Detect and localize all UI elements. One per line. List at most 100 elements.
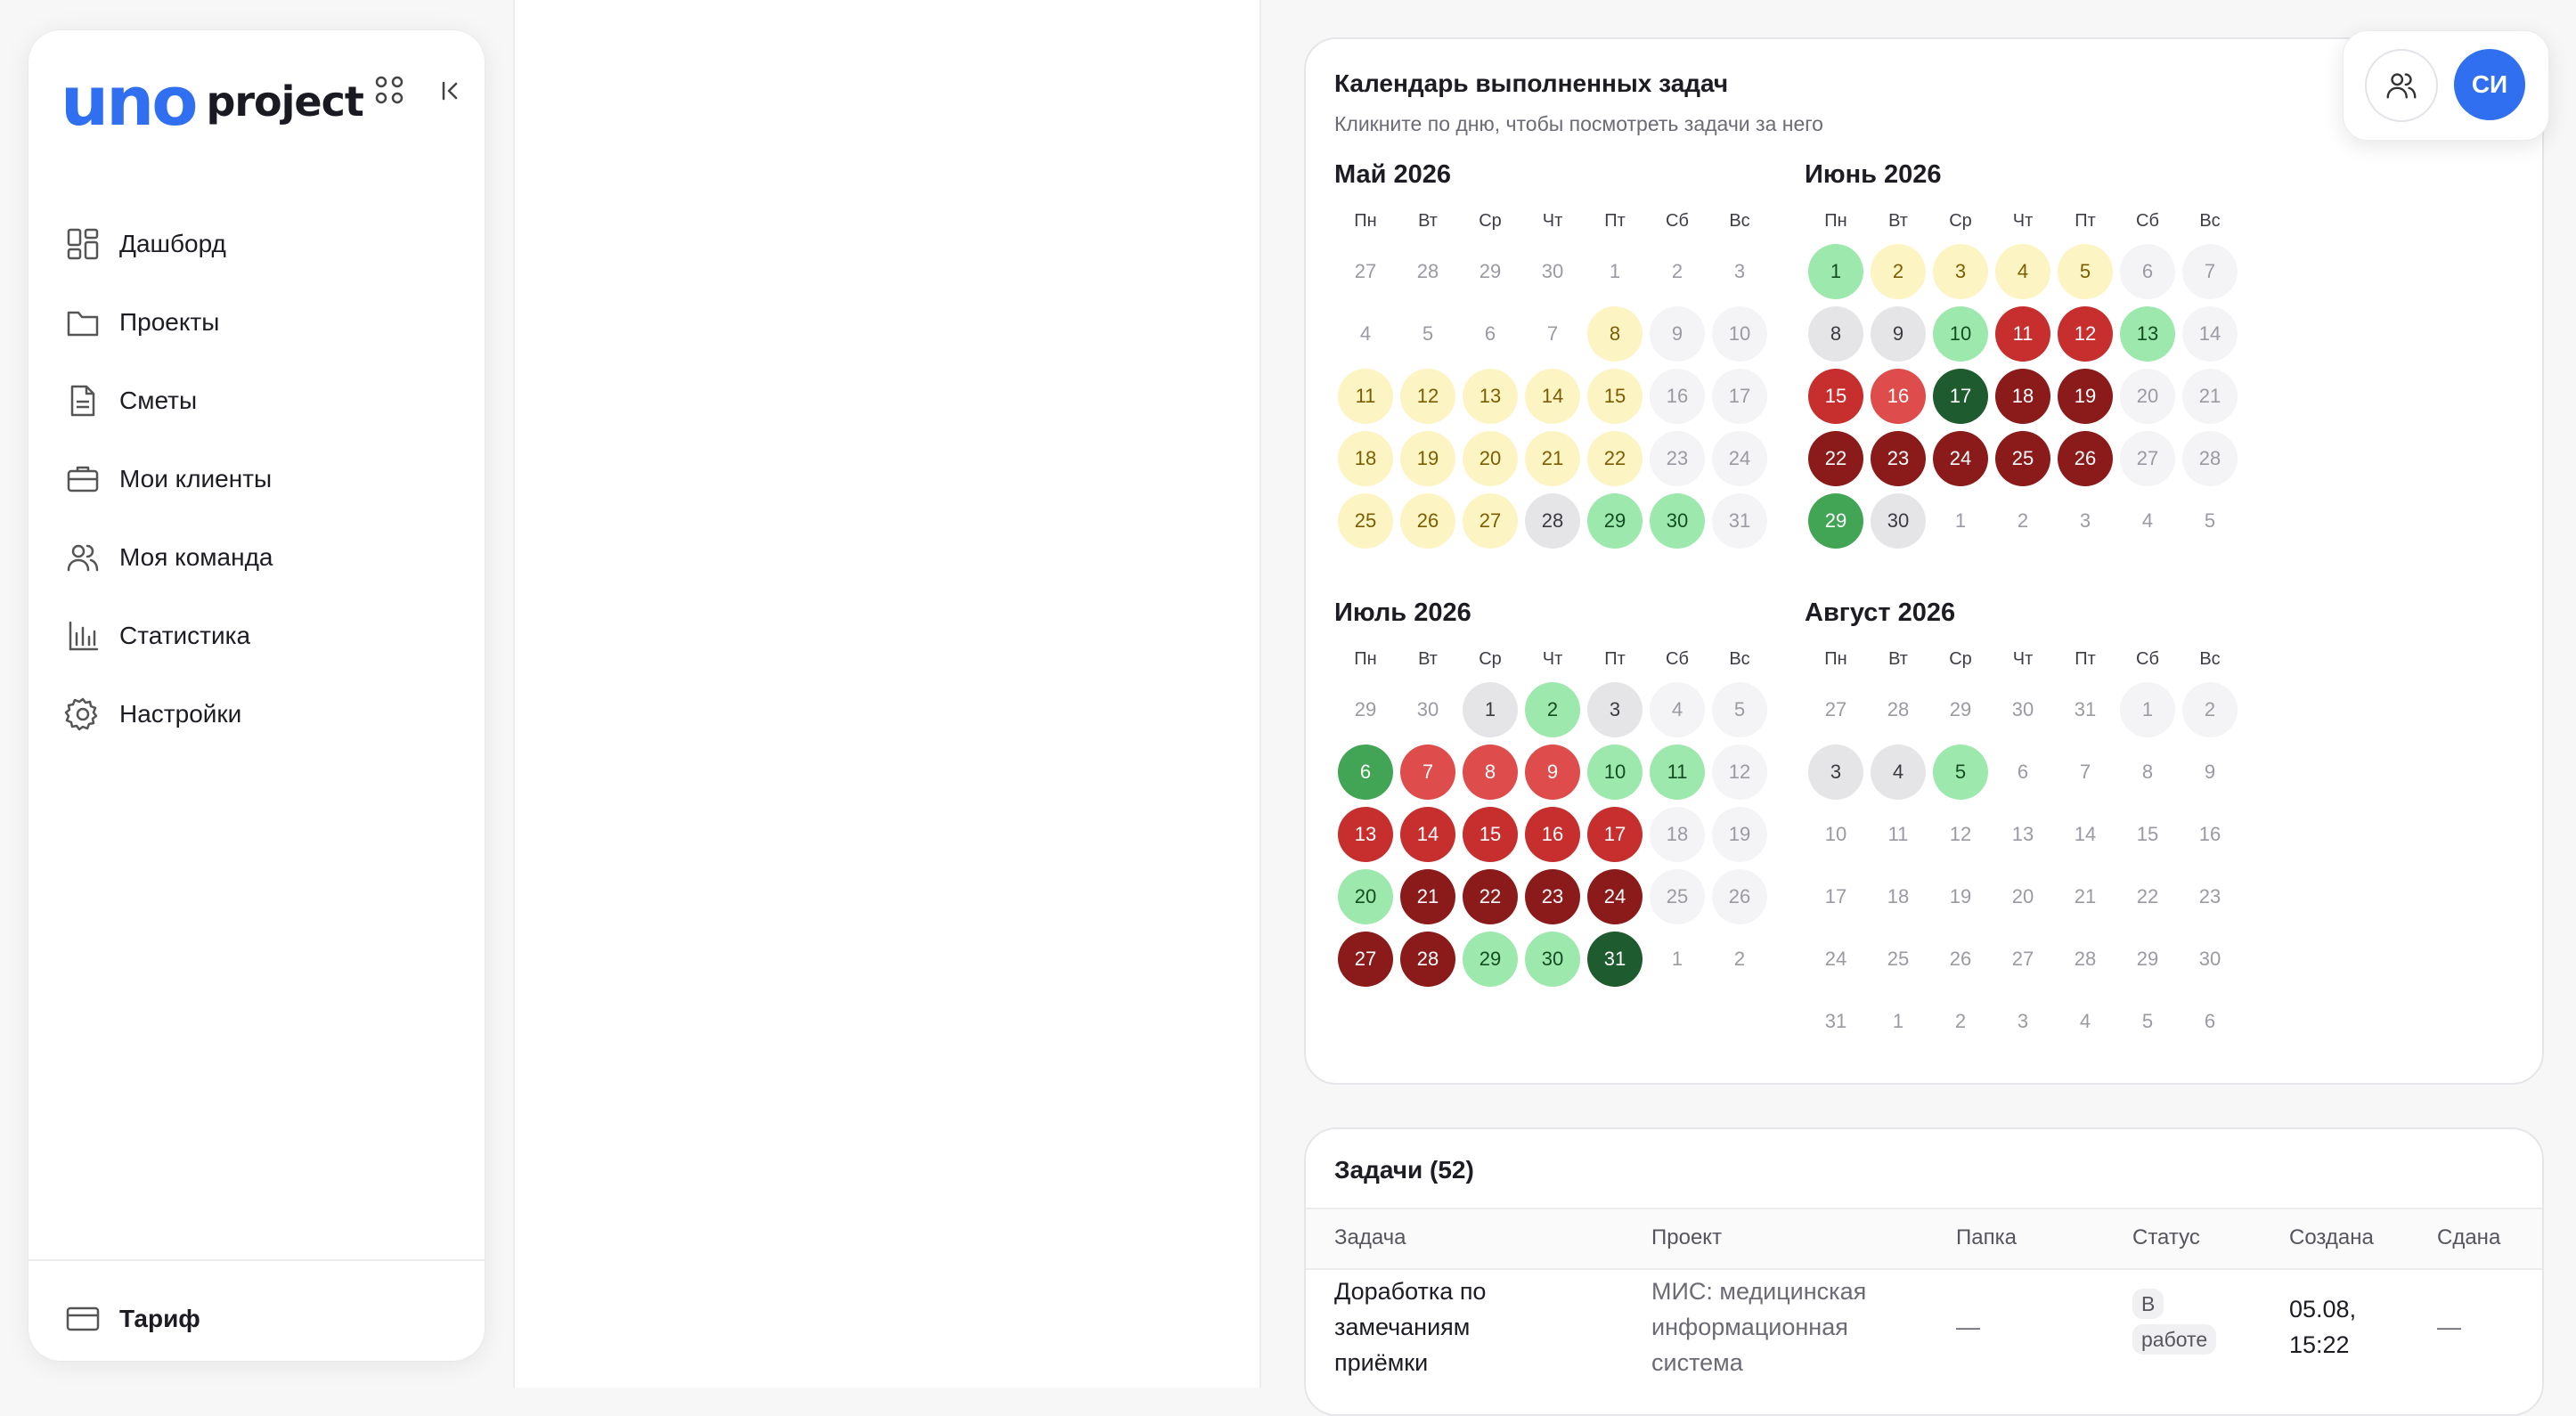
calendar-day[interactable]: 15: [1463, 807, 1518, 862]
calendar-day[interactable]: 8: [1463, 745, 1518, 800]
calendar-day[interactable]: 31: [1587, 932, 1643, 987]
calendar-day[interactable]: 28: [2182, 431, 2238, 486]
calendar-day[interactable]: 10: [1933, 306, 1988, 362]
calendar-day[interactable]: 19: [1712, 807, 1767, 862]
column-header-folder[interactable]: Папка: [1956, 1225, 2017, 1249]
calendar-day[interactable]: 5: [1712, 682, 1767, 737]
calendar-day[interactable]: 17: [1712, 369, 1767, 424]
calendar-day[interactable]: 20: [1463, 431, 1518, 486]
sidebar-item-settings[interactable]: Настройки: [64, 675, 456, 753]
sidebar-item-clients[interactable]: Мои клиенты: [64, 440, 456, 518]
calendar-day[interactable]: 12: [1400, 369, 1455, 424]
calendar-day[interactable]: 11: [1995, 306, 2050, 362]
calendar-day[interactable]: 28: [1400, 932, 1455, 987]
calendar-day[interactable]: 7: [2182, 244, 2238, 299]
calendar-day[interactable]: 18: [1338, 431, 1393, 486]
column-header-task[interactable]: Задача: [1334, 1225, 1406, 1249]
calendar-day[interactable]: 3: [1933, 244, 1988, 299]
sidebar-item-projects[interactable]: Проекты: [64, 283, 456, 362]
calendar-day[interactable]: 1: [1808, 244, 1863, 299]
table-row[interactable]: Доработка по замечаниям приёмки МИС: мед…: [1306, 1268, 2542, 1414]
column-header-project[interactable]: Проект: [1651, 1225, 1723, 1249]
calendar-day[interactable]: 16: [1650, 369, 1705, 424]
sidebar-item-tarif[interactable]: Тариф: [64, 1300, 200, 1338]
calendar-day[interactable]: 26: [1712, 869, 1767, 924]
calendar-day[interactable]: 24: [1587, 869, 1643, 924]
calendar-day[interactable]: 29: [1587, 493, 1643, 549]
column-header-status[interactable]: Статус: [2132, 1225, 2200, 1249]
calendar-day[interactable]: 16: [1525, 807, 1580, 862]
calendar-day[interactable]: 9: [1871, 306, 1926, 362]
calendar-day[interactable]: 28: [1525, 493, 1580, 549]
calendar-day[interactable]: 19: [1400, 431, 1455, 486]
calendar-day[interactable]: 25: [1995, 431, 2050, 486]
calendar-day[interactable]: 4: [1871, 745, 1926, 800]
calendar-day[interactable]: 30: [1650, 493, 1705, 549]
column-header-created[interactable]: Создана: [2289, 1225, 2374, 1249]
calendar-day[interactable]: 8: [1587, 306, 1643, 362]
calendar-day[interactable]: 11: [1338, 369, 1393, 424]
calendar-day[interactable]: 14: [1525, 369, 1580, 424]
calendar-day[interactable]: 21: [1525, 431, 1580, 486]
calendar-day[interactable]: 7: [1400, 745, 1455, 800]
calendar-day[interactable]: 11: [1650, 745, 1705, 800]
calendar-day[interactable]: 17: [1933, 369, 1988, 424]
calendar-day[interactable]: 10: [1712, 306, 1767, 362]
calendar-day[interactable]: 21: [1400, 869, 1455, 924]
calendar-day[interactable]: 31: [1712, 493, 1767, 549]
calendar-day[interactable]: 13: [1463, 369, 1518, 424]
calendar-day[interactable]: 14: [2182, 306, 2238, 362]
calendar-day[interactable]: 23: [1525, 869, 1580, 924]
calendar-day[interactable]: 14: [1400, 807, 1455, 862]
logo[interactable]: uno project: [61, 55, 364, 148]
calendar-day[interactable]: 4: [1995, 244, 2050, 299]
calendar-day[interactable]: 29: [1463, 932, 1518, 987]
calendar-day[interactable]: 4: [1650, 682, 1705, 737]
calendar-day[interactable]: 13: [1338, 807, 1393, 862]
calendar-day[interactable]: 25: [1650, 869, 1705, 924]
calendar-day[interactable]: 13: [2120, 306, 2175, 362]
calendar-day[interactable]: 12: [2058, 306, 2113, 362]
sidebar-item-estimates[interactable]: Сметы: [64, 362, 456, 440]
calendar-day[interactable]: 27: [1338, 932, 1393, 987]
calendar-day[interactable]: 2: [1871, 244, 1926, 299]
calendar-day[interactable]: 9: [1650, 306, 1705, 362]
calendar-day[interactable]: 24: [1712, 431, 1767, 486]
column-header-done[interactable]: Сдана: [2437, 1225, 2501, 1249]
calendar-day[interactable]: 23: [1871, 431, 1926, 486]
calendar-day[interactable]: 15: [1587, 369, 1643, 424]
calendar-day[interactable]: 18: [1650, 807, 1705, 862]
calendar-day[interactable]: 26: [1400, 493, 1455, 549]
calendar-day[interactable]: 16: [1871, 369, 1926, 424]
calendar-day[interactable]: 18: [1995, 369, 2050, 424]
team-button[interactable]: [2365, 49, 2438, 122]
calendar-day[interactable]: 9: [1525, 745, 1580, 800]
calendar-day[interactable]: 22: [1808, 431, 1863, 486]
calendar-day[interactable]: 30: [1525, 932, 1580, 987]
calendar-day[interactable]: 1: [1463, 682, 1518, 737]
calendar-day[interactable]: 12: [1712, 745, 1767, 800]
calendar-day[interactable]: 8: [1808, 306, 1863, 362]
calendar-day[interactable]: 22: [1463, 869, 1518, 924]
calendar-day[interactable]: 1: [2120, 682, 2175, 737]
calendar-day[interactable]: 25: [1338, 493, 1393, 549]
calendar-day[interactable]: 20: [2120, 369, 2175, 424]
calendar-day[interactable]: 5: [2058, 244, 2113, 299]
calendar-day[interactable]: 27: [1463, 493, 1518, 549]
calendar-day[interactable]: 19: [2058, 369, 2113, 424]
calendar-day[interactable]: 3: [1808, 745, 1863, 800]
calendar-day[interactable]: 23: [1650, 431, 1705, 486]
calendar-day[interactable]: 15: [1808, 369, 1863, 424]
sidebar-item-statistics[interactable]: Статистика: [64, 597, 456, 675]
calendar-day[interactable]: 22: [1587, 431, 1643, 486]
sidebar-item-team[interactable]: Моя команда: [64, 518, 456, 597]
calendar-day[interactable]: 30: [1871, 493, 1926, 549]
calendar-day[interactable]: 17: [1587, 807, 1643, 862]
collapse-sidebar-button[interactable]: [431, 71, 470, 110]
calendar-day[interactable]: 3: [1587, 682, 1643, 737]
sidebar-item-dashboard[interactable]: Дашборд: [64, 205, 456, 283]
calendar-day[interactable]: 20: [1338, 869, 1393, 924]
calendar-day[interactable]: 29: [1808, 493, 1863, 549]
calendar-day[interactable]: 5: [1933, 745, 1988, 800]
calendar-day[interactable]: 26: [2058, 431, 2113, 486]
